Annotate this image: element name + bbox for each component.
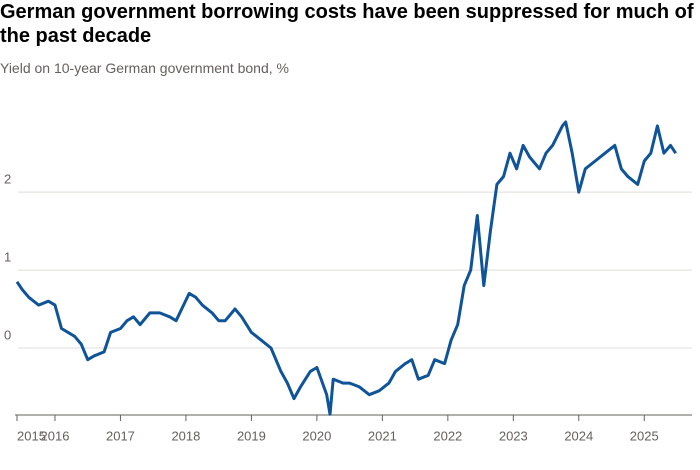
chart-subtitle: Yield on 10-year German government bond,… [0, 60, 289, 76]
x-tick-label: 2024 [564, 428, 593, 443]
x-tick-label: 2021 [368, 428, 397, 443]
x-tick-label: 2022 [433, 428, 462, 443]
x-tick-label: 2025 [630, 428, 659, 443]
x-tick-label: 2018 [171, 428, 200, 443]
x-tick-label: 2017 [106, 428, 135, 443]
x-tick-label: 2015 [17, 428, 46, 443]
y-tick-label: 0 [4, 327, 11, 342]
chart-title: German government borrowing costs have b… [0, 1, 694, 47]
data-line [15, 120, 677, 416]
x-tick-label: 2023 [499, 428, 528, 443]
x-tick-label: 2020 [302, 428, 331, 443]
y-tick-label: 1 [4, 250, 11, 265]
x-tick-label: 2016 [41, 428, 70, 443]
y-tick-label: 2 [4, 172, 11, 187]
x-tick-label: 2019 [237, 428, 266, 443]
